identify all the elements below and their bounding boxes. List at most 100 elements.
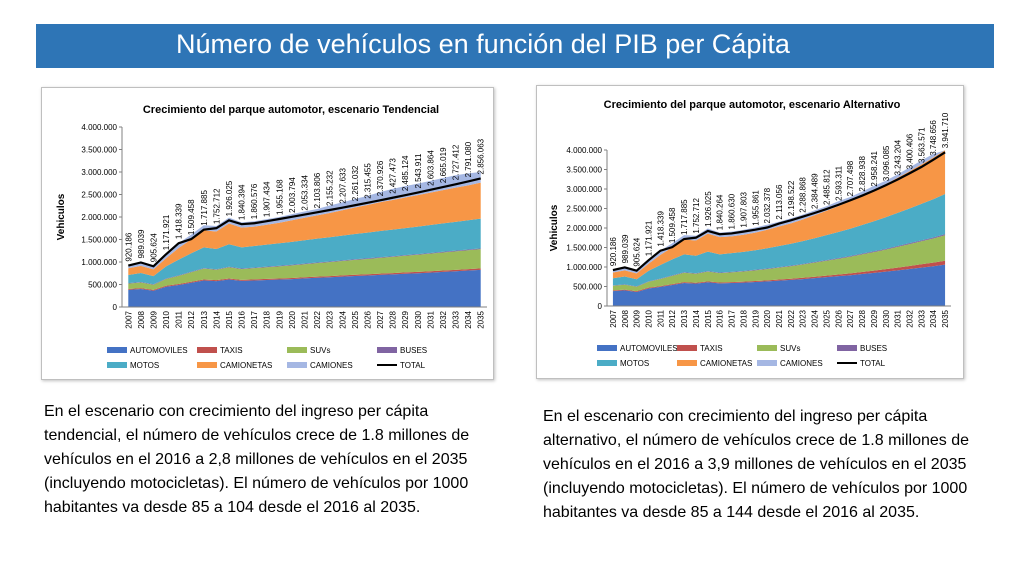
legend-label-motos: MOTOS — [130, 361, 159, 370]
legend-label-camionetas: CAMIONETAS — [700, 359, 752, 368]
y-tick-label: 1.500.000 — [566, 244, 602, 253]
data-label: 2.003.794 — [288, 177, 297, 213]
data-label: 2.593.311 — [834, 165, 843, 201]
x-tick-label: 2031 — [426, 310, 435, 328]
slide-title: Número de vehículos en función del PIB p… — [176, 29, 790, 59]
x-tick-label: 2035 — [477, 310, 486, 328]
x-tick-label: 2029 — [401, 310, 410, 328]
y-axis-label: Vehiculos — [549, 204, 560, 251]
legend-label-suvs: SUVs — [310, 346, 330, 355]
data-label: 1.418.339 — [656, 211, 665, 247]
y-axis-label: Vehiculos — [56, 193, 67, 240]
x-tick-label: 2016 — [238, 310, 247, 328]
data-label: 1.840.264 — [716, 194, 725, 230]
data-label: 920.186 — [124, 232, 133, 261]
data-label: 1.860.630 — [728, 193, 737, 229]
area-automoviles — [612, 264, 946, 306]
data-label: 1.171.921 — [645, 220, 654, 256]
total-line — [612, 151, 946, 272]
data-label: 3.941.710 — [941, 112, 950, 148]
x-tick-label: 2034 — [929, 309, 938, 327]
x-tick-label: 2009 — [633, 309, 642, 327]
x-tick-label: 2009 — [149, 310, 158, 328]
area-taxis — [612, 260, 946, 292]
x-tick-label: 2011 — [656, 309, 665, 327]
legend-swatch-camiones — [757, 360, 777, 366]
data-label: 1.171.921 — [162, 214, 171, 250]
x-tick-label: 2024 — [811, 309, 820, 327]
legend-swatch-suvs — [287, 347, 307, 353]
x-tick-label: 2029 — [870, 309, 879, 327]
data-label: 2.727.412 — [452, 144, 461, 180]
data-label: 2.427.473 — [389, 158, 398, 194]
y-tick-label: 3.500.000 — [566, 166, 602, 175]
x-tick-label: 2028 — [389, 310, 398, 328]
x-tick-label: 2007 — [609, 309, 618, 327]
x-tick-label: 2020 — [288, 310, 297, 328]
x-tick-label: 2034 — [464, 310, 473, 328]
data-label: 1.717.885 — [680, 199, 689, 235]
data-label: 3.563.571 — [917, 127, 926, 163]
legend-label-camiones: CAMIONES — [310, 361, 353, 370]
data-label: 2.103.806 — [313, 172, 322, 208]
legend-swatch-taxis — [197, 347, 217, 353]
area-suvs — [612, 235, 946, 292]
area-motos — [128, 218, 481, 285]
x-tick-label: 2033 — [917, 309, 926, 327]
legend-label-automoviles: AUTOMOVILES — [620, 344, 678, 353]
data-label: 1.955.168 — [275, 179, 284, 215]
y-tick-label: 3.000.000 — [81, 168, 117, 177]
legend-swatch-buses — [377, 347, 397, 353]
chart-tendencial: Crecimiento del parque automotor, escena… — [41, 87, 494, 380]
x-tick-label: 2020 — [763, 309, 772, 327]
data-label: 2.288.868 — [799, 177, 808, 213]
legend-swatch-motos — [107, 362, 127, 368]
x-tick-label: 2011 — [175, 310, 184, 328]
y-tick-label: 2.500.000 — [566, 205, 602, 214]
legend-swatch-motos — [597, 360, 617, 366]
data-label: 2.207.633 — [338, 168, 347, 204]
legend-swatch-automoviles — [597, 345, 617, 351]
y-tick-label: 3.500.000 — [81, 146, 117, 155]
data-label: 1.907.803 — [739, 191, 748, 227]
data-label: 2.828.938 — [858, 156, 867, 192]
data-label: 2.485.812 — [822, 169, 831, 205]
x-tick-label: 2008 — [621, 309, 630, 327]
area-motos — [612, 193, 946, 287]
legend-label-camiones: CAMIONES — [780, 359, 823, 368]
legend-swatch-camiones — [287, 362, 307, 368]
data-label: 2.856.063 — [477, 138, 486, 174]
legend-label-total: TOTAL — [860, 359, 886, 368]
area-camionetas — [612, 150, 946, 280]
x-tick-label: 2023 — [326, 310, 335, 328]
legend-swatch-camionetas — [197, 362, 217, 368]
data-label: 1.926.025 — [704, 191, 713, 227]
legend-label-total: TOTAL — [400, 361, 426, 370]
x-tick-label: 2008 — [137, 310, 146, 328]
data-label: 1.840.394 — [238, 184, 247, 220]
area-buses — [612, 234, 946, 287]
x-tick-label: 2018 — [263, 310, 272, 328]
data-label: 989.039 — [137, 229, 146, 258]
data-label: 1.509.458 — [668, 207, 677, 243]
legend-swatch-buses — [837, 345, 857, 351]
x-tick-label: 2016 — [716, 309, 725, 327]
data-label: 2.113.056 — [775, 184, 784, 220]
x-tick-label: 2027 — [846, 309, 855, 327]
y-tick-label: 0 — [598, 302, 603, 311]
data-label: 905.624 — [633, 237, 642, 266]
x-tick-label: 2021 — [301, 310, 310, 328]
caption-alternativo: En el escenario con crecimiento del ingr… — [543, 408, 970, 521]
data-label: 2.032.378 — [763, 187, 772, 223]
x-tick-label: 2030 — [882, 309, 891, 327]
y-tick-label: 1.000.000 — [81, 258, 117, 267]
x-tick-label: 2027 — [376, 310, 385, 328]
legend-label-buses: BUSES — [860, 344, 887, 353]
x-tick-label: 2017 — [728, 309, 737, 327]
x-tick-label: 2022 — [787, 309, 796, 327]
data-label: 2.261.032 — [351, 165, 360, 201]
x-tick-label: 2012 — [668, 309, 677, 327]
data-label: 2.958.241 — [870, 150, 879, 186]
legend-swatch-automoviles — [107, 347, 127, 353]
x-tick-label: 2023 — [799, 309, 808, 327]
